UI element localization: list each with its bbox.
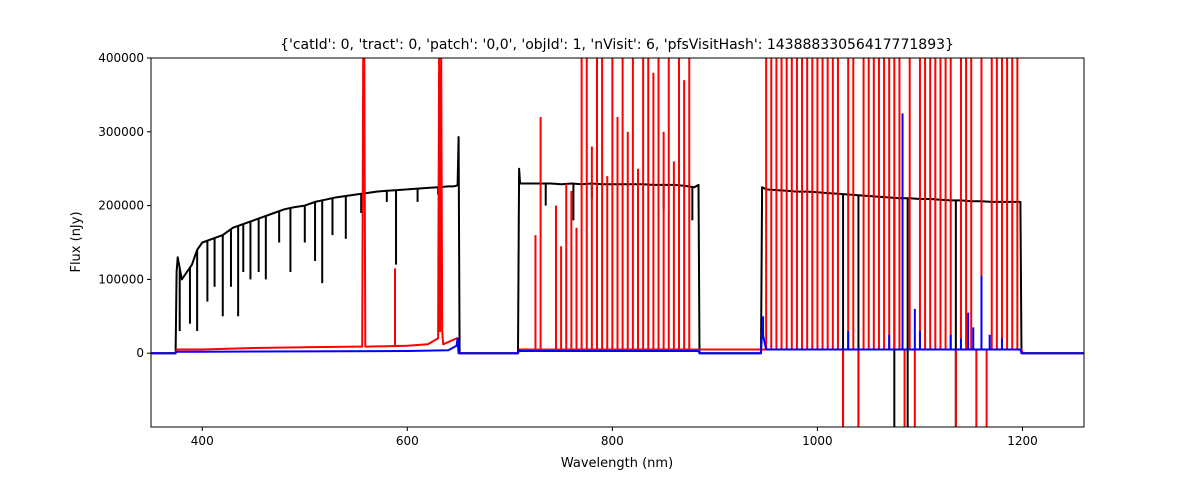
x-tick-label-2: 800 [601, 434, 624, 448]
y-tick-label-0: 0 [136, 346, 144, 360]
y-tick-label-2: 200000 [98, 199, 144, 213]
x-tick-label-1: 600 [396, 434, 419, 448]
y-tick-label-1: 100000 [98, 272, 144, 286]
y-axis-ticks: 0 100000 200000 300000 400000 [98, 51, 151, 360]
x-tick-label-3: 1000 [802, 434, 833, 448]
series-1 [151, 58, 1084, 427]
y-tick-label-4: 400000 [98, 51, 144, 65]
plot-area [150, 57, 1085, 428]
plot-frame [150, 57, 1085, 428]
series-2-line [151, 330, 1084, 355]
y-tick-label-3: 300000 [98, 125, 144, 139]
chart-title: {'catId': 0, 'tract': 0, 'patch': '0,0',… [280, 37, 954, 53]
y-axis-label: Flux (nJy) [69, 211, 84, 272]
x-axis-ticks: 400 600 800 1000 1200 [191, 427, 1038, 448]
x-tick-label-4: 1200 [1007, 434, 1038, 448]
x-tick-label-0: 400 [191, 434, 214, 448]
x-axis-label: Wavelength (nm) [561, 456, 673, 471]
series-2 [151, 113, 1084, 355]
series-layer [151, 58, 1084, 427]
